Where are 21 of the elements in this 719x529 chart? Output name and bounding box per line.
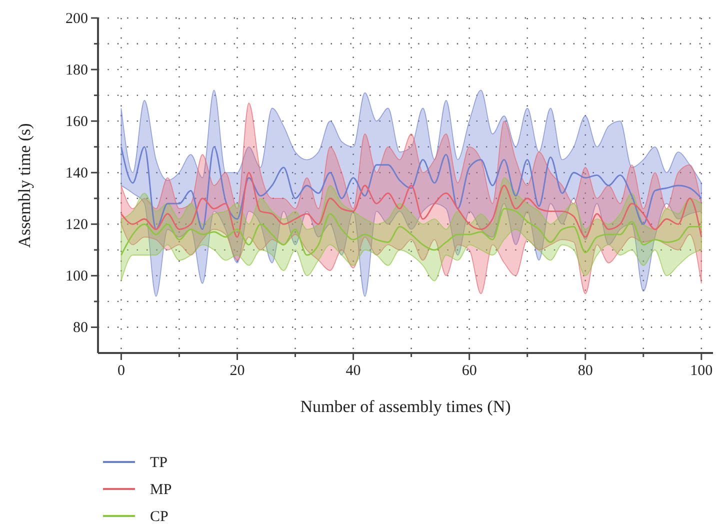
y-tick-label: 120 [66, 217, 88, 234]
x-axis-title: Number of assembly times (N) [300, 397, 511, 416]
line-series [120, 208, 702, 256]
x-tick-label: 20 [230, 363, 245, 379]
legend-label: TP [150, 455, 168, 471]
x-tick-label: 80 [578, 363, 593, 379]
x-tick-label: 40 [346, 363, 361, 379]
legend-label: MP [150, 482, 172, 498]
y-tick-label: 140 [66, 166, 88, 182]
y-axis-title: Assembly time (s) [15, 123, 34, 248]
line-series [120, 172, 702, 238]
y-tick-label: 100 [66, 268, 88, 285]
y-tick-label: 80 [73, 320, 88, 336]
y-tick-label: 180 [66, 62, 88, 79]
legend-label: CP [150, 509, 168, 525]
x-tick-label: 60 [462, 363, 477, 379]
line-series [120, 146, 702, 230]
x-tick-label: 100 [690, 363, 713, 379]
x-tick-label: 0 [117, 363, 125, 379]
y-tick-label: 160 [66, 114, 88, 130]
y-tick-label: 200 [66, 11, 88, 27]
